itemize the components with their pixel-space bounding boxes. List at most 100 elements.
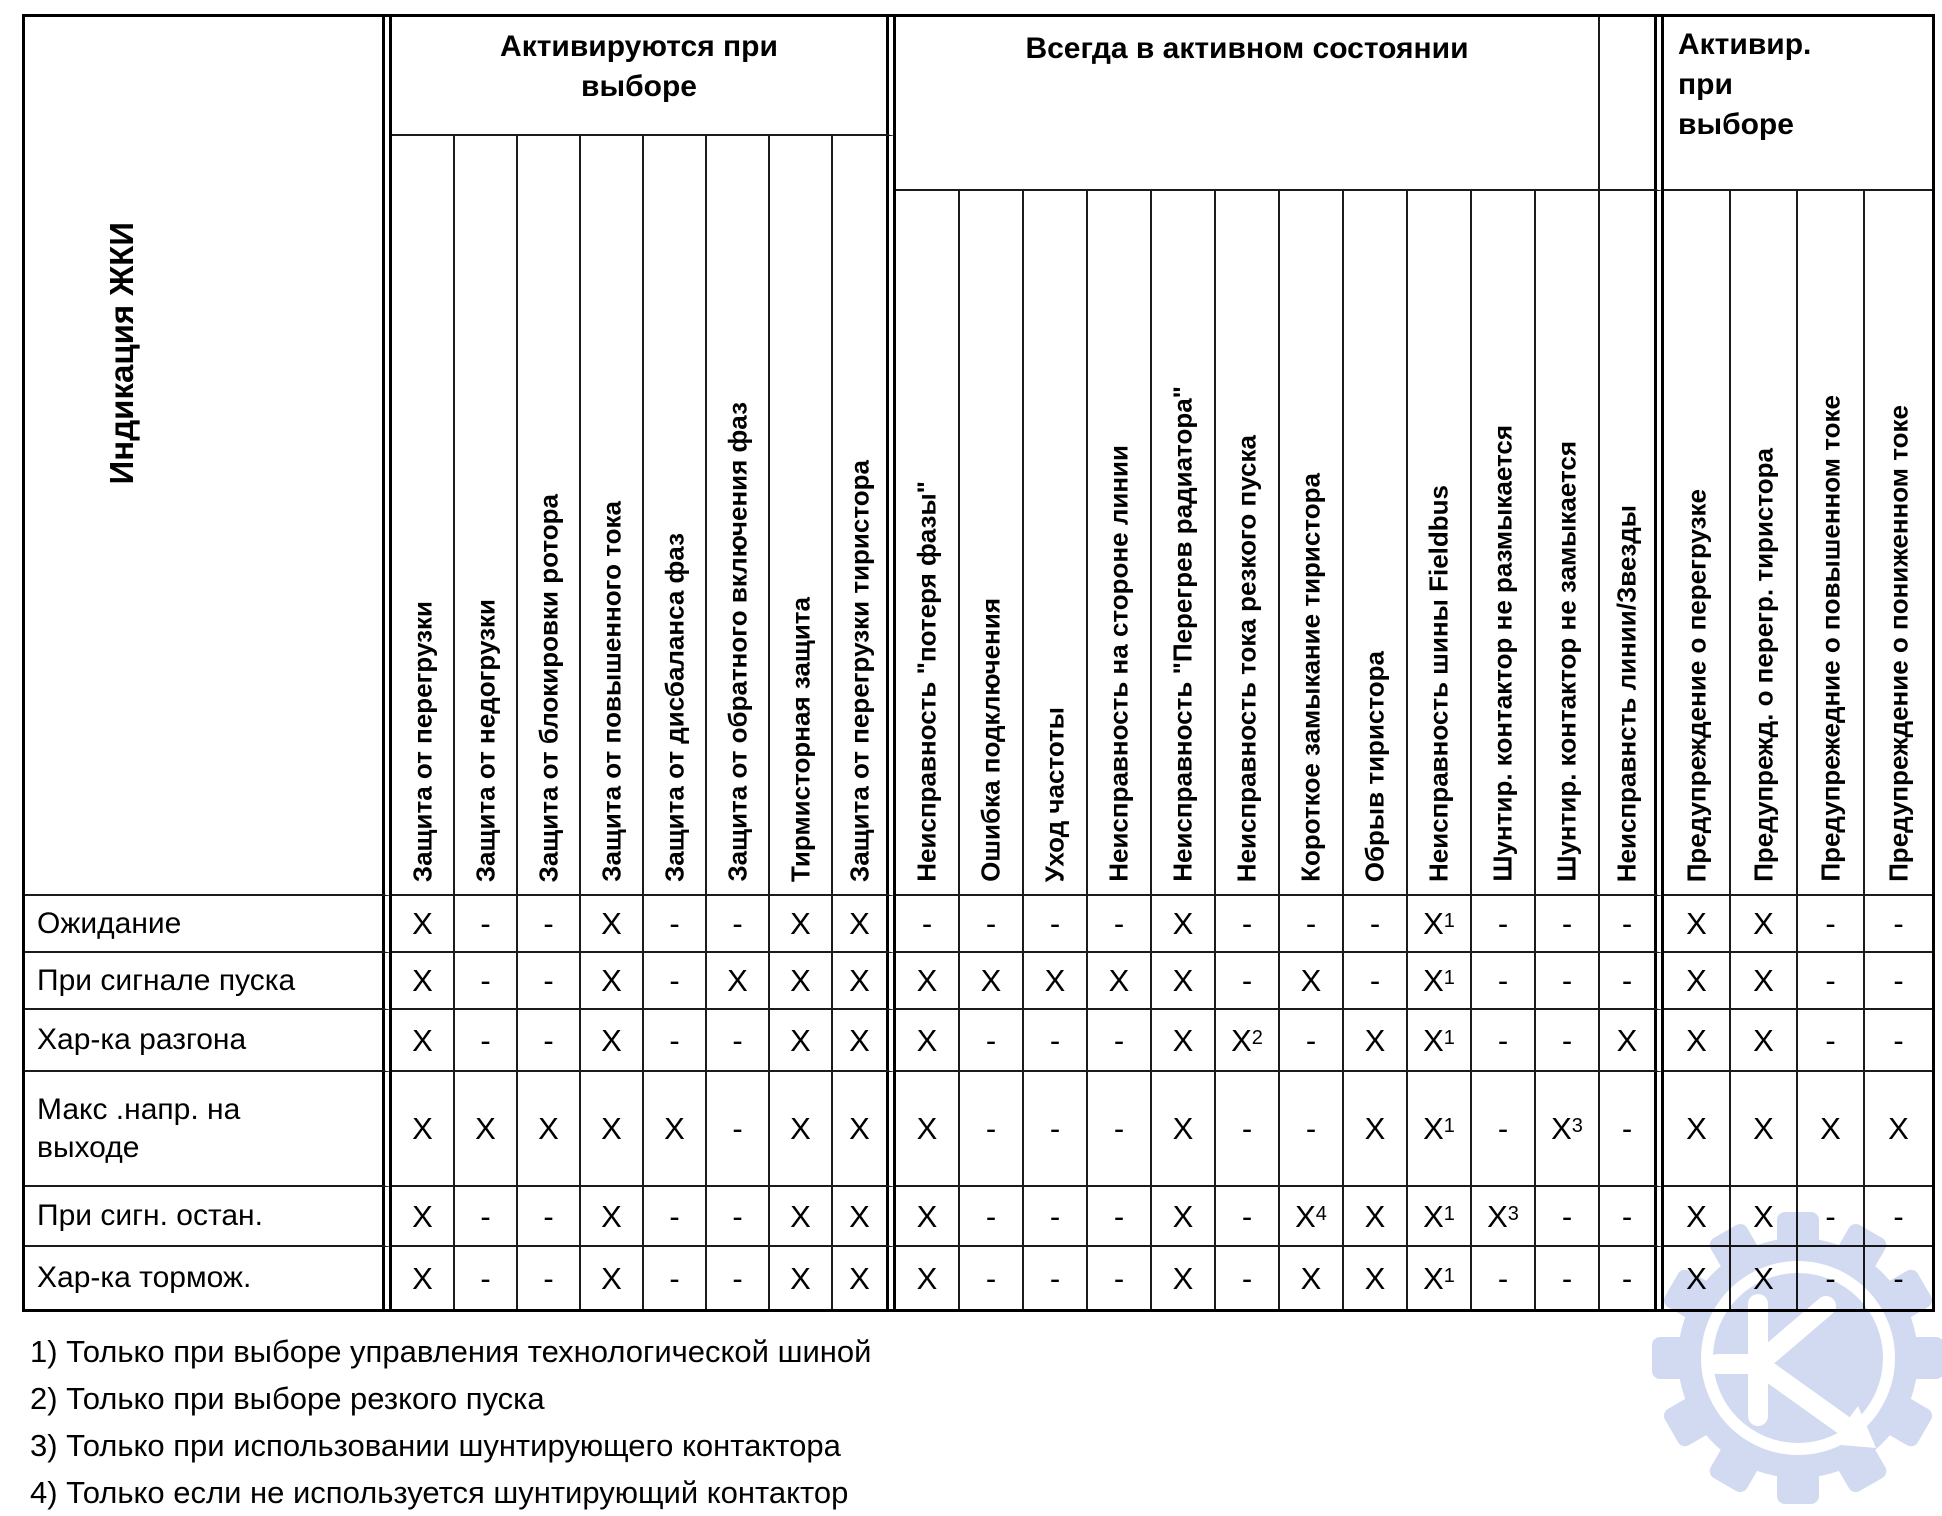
matrix-cell: - xyxy=(1472,1247,1536,1309)
matrix-cell: X xyxy=(896,1187,960,1247)
matrix-cell: - xyxy=(1280,896,1344,953)
matrix-cell: X xyxy=(392,1072,455,1187)
corner-header: Индикация ЖКИ xyxy=(25,17,392,896)
matrix-cell: X xyxy=(896,1072,960,1187)
matrix-cell: X xyxy=(1280,953,1344,1010)
matrix-cell: - xyxy=(644,896,707,953)
matrix-cell: - xyxy=(1088,1010,1152,1072)
matrix-cell: X1 xyxy=(1408,896,1472,953)
column-header-label: Короткое замыкание тиристора xyxy=(1295,473,1326,882)
footnote-3: 3) Только при использовании шунтирующего… xyxy=(30,1428,841,1463)
column-header-label: Предупреждение о перегрузке xyxy=(1681,488,1711,882)
column-header-9: Неисправность "потеря фазы" xyxy=(896,191,960,896)
matrix-cell: - xyxy=(1216,953,1280,1010)
matrix-cell: - xyxy=(1893,1260,1904,1296)
column-header-label: Шунтир. контактор не размыкается xyxy=(1487,425,1518,882)
row-label: При сигн. остан. xyxy=(25,1187,392,1247)
matrix-cell: - xyxy=(960,1072,1024,1187)
matrix-cell: - xyxy=(1600,953,1664,1010)
matrix-cell: - xyxy=(455,1247,518,1309)
matrix-cell: - xyxy=(644,1010,707,1072)
matrix-cell: - xyxy=(1216,896,1280,953)
matrix-cell: X xyxy=(896,1010,960,1072)
matrix-cell: X xyxy=(1731,896,1798,953)
matrix-cell: - xyxy=(518,1010,581,1072)
column-header-12: Неисправность на стороне линии xyxy=(1088,191,1152,896)
matrix-cell: - xyxy=(1344,953,1408,1010)
matrix-cell: X xyxy=(1344,1187,1408,1247)
matrix-cell: X3 xyxy=(1536,1072,1600,1187)
matrix-cell: X xyxy=(896,1247,960,1309)
matrix-cell: X xyxy=(1664,953,1731,1010)
matrix-cell: X xyxy=(1664,1187,1731,1247)
group-header-activated-on-selection: Активируются при выборе xyxy=(392,17,896,136)
matrix-cell: - xyxy=(1472,1010,1536,1072)
column-header-label: Неисправнсть линии/Звезды xyxy=(1611,504,1642,882)
matrix-cell: - xyxy=(644,953,707,1010)
matrix-cell: X xyxy=(1731,953,1798,1010)
footnotes: 1) Только при выборе управления технолог… xyxy=(30,1328,871,1516)
matrix-cell: X xyxy=(770,896,833,953)
matrix-cell: X xyxy=(770,1187,833,1247)
matrix-cell: - xyxy=(1088,1187,1152,1247)
column-header-17: Неисправность шины Fieldbus xyxy=(1408,191,1472,896)
matrix-cell: X xyxy=(644,1072,707,1187)
matrix-cell: - xyxy=(1600,1247,1664,1309)
matrix-cell: X xyxy=(518,1072,581,1187)
matrix-cell: X2 xyxy=(1216,1010,1280,1072)
matrix-cell: - xyxy=(1865,1010,1932,1072)
column-header-15: Короткое замыкание тиристора xyxy=(1280,191,1344,896)
matrix-cell: X xyxy=(833,1247,896,1309)
matrix-cell: - xyxy=(1536,896,1600,953)
matrix-cell: X1 xyxy=(1408,953,1472,1010)
matrix-cell: X xyxy=(581,953,644,1010)
matrix-cell: X4 xyxy=(1280,1187,1344,1247)
row-label: При сигнале пуска xyxy=(25,953,392,1010)
column-header-label: Защита от блокировки ротора xyxy=(533,493,563,882)
matrix-cell: - xyxy=(960,1187,1024,1247)
matrix-cell: X xyxy=(1731,1010,1798,1072)
column-header-8: Защита от перегрузки тиристора xyxy=(833,136,896,896)
column-header-label: Обрыв тиристора xyxy=(1359,650,1390,882)
column-header-label: Неисправность тока резкого пуска xyxy=(1231,434,1262,882)
matrix-cell: X xyxy=(770,1247,833,1309)
column-header-11: Уход частоты xyxy=(1024,191,1088,896)
matrix-cell: X xyxy=(392,953,455,1010)
column-header-label: Предупрежедние о повышенном токе xyxy=(1815,395,1845,882)
matrix-cell: X xyxy=(707,953,770,1010)
matrix-cell: X xyxy=(581,1247,644,1309)
row-label: Хар-ка разгона xyxy=(25,1010,392,1072)
matrix-cell: X xyxy=(1088,953,1152,1010)
matrix-cell: X xyxy=(1344,1247,1408,1309)
matrix-cell: X1 xyxy=(1408,1072,1472,1187)
matrix-cell: X xyxy=(581,1072,644,1187)
column-header-7: Тирмисторная защита xyxy=(770,136,833,896)
matrix-cell: X xyxy=(1344,1010,1408,1072)
matrix-cell: - xyxy=(455,896,518,953)
matrix-cell: - xyxy=(1472,1072,1536,1187)
matrix-cell: - xyxy=(896,896,960,953)
column-header-3: Защита от блокировки ротора xyxy=(518,136,581,896)
matrix-cell: X xyxy=(1664,1010,1731,1072)
matrix-cell: X xyxy=(1664,1247,1731,1309)
matrix-cell: X3 xyxy=(1472,1187,1536,1247)
matrix-cell: X xyxy=(1600,1010,1664,1072)
matrix-cell: - xyxy=(1798,1187,1865,1247)
matrix-cell: - xyxy=(455,1187,518,1247)
matrix-cell: - xyxy=(1798,896,1865,953)
matrix-cell: - xyxy=(1024,1010,1088,1072)
column-header-16: Обрыв тиристора xyxy=(1344,191,1408,896)
matrix-cell: X xyxy=(581,1187,644,1247)
group-header-empty xyxy=(1600,17,1664,191)
matrix-cell: - xyxy=(1024,1072,1088,1187)
matrix-cell: - xyxy=(1024,896,1088,953)
matrix-cell: - xyxy=(960,896,1024,953)
matrix-cell: - xyxy=(1600,1187,1664,1247)
matrix-cell: - xyxy=(1088,896,1152,953)
matrix-cell: - xyxy=(1472,896,1536,953)
group-header-always-active: Всегда в активном состоянии xyxy=(896,17,1600,191)
matrix-cell: - xyxy=(1088,1247,1152,1309)
matrix-cell: X xyxy=(1152,1010,1216,1072)
column-header-label: Неисправность "Перегрев радиатора" xyxy=(1167,386,1198,882)
matrix-cell: X xyxy=(392,1187,455,1247)
